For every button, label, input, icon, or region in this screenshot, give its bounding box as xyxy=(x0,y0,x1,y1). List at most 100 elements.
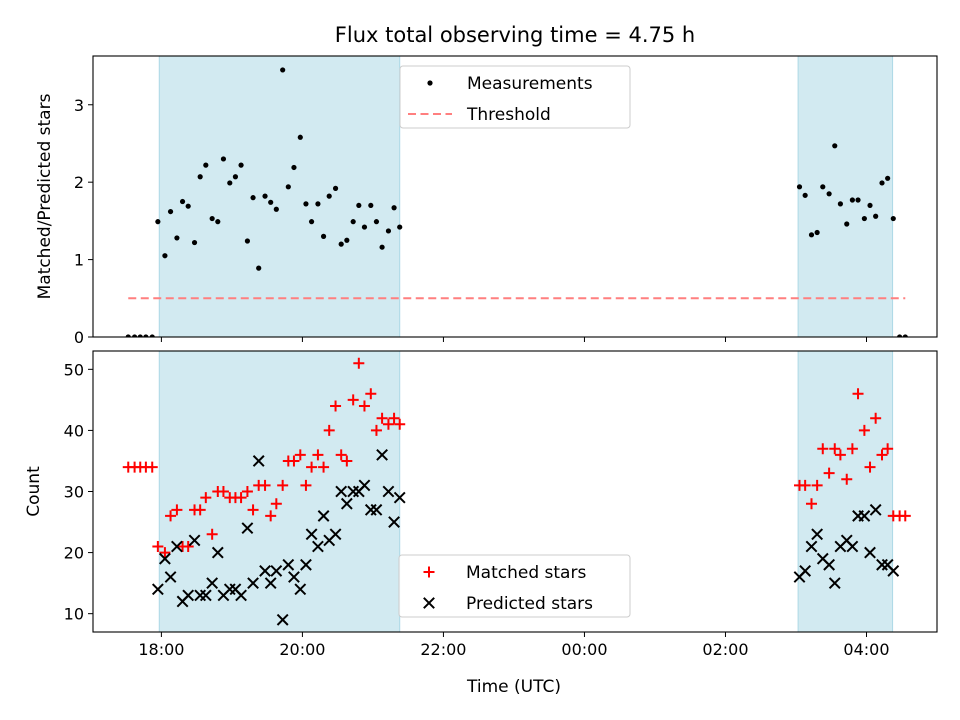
x-axis-label: Time (UTC) xyxy=(466,677,561,697)
data-point xyxy=(215,219,221,225)
data-point xyxy=(814,229,820,236)
data-point xyxy=(370,503,383,516)
data-point xyxy=(152,540,164,552)
data-point xyxy=(828,577,841,590)
data-point xyxy=(227,180,233,186)
data-point xyxy=(209,215,215,222)
data-point xyxy=(858,510,871,522)
legend-swatch xyxy=(423,597,435,609)
data-point xyxy=(335,485,348,498)
data-point xyxy=(347,394,359,406)
data-point xyxy=(197,174,203,180)
data-point xyxy=(206,577,219,590)
data-point xyxy=(873,213,879,219)
legend: Measurements Threshold xyxy=(399,65,631,129)
data-series xyxy=(122,357,911,626)
data-point xyxy=(849,197,855,203)
data-point xyxy=(861,215,867,222)
data-point xyxy=(270,498,282,510)
data-point xyxy=(241,522,254,535)
data-point xyxy=(823,558,836,571)
legend-swatch xyxy=(423,566,435,578)
data-point xyxy=(805,540,818,553)
data-point xyxy=(373,219,380,225)
data-point xyxy=(385,228,392,234)
data-point xyxy=(335,449,347,461)
data-point xyxy=(244,238,251,244)
data-point xyxy=(318,461,330,473)
data-point xyxy=(356,202,362,209)
data-point xyxy=(159,547,171,559)
data-point xyxy=(817,443,829,455)
legend-label: Matched stars xyxy=(466,563,586,583)
count-panel: 18:00 20:00 22:00 00:00 02:00 04:00 10 20 30 40 50… xyxy=(24,350,938,659)
data-point xyxy=(182,589,195,602)
data-point xyxy=(268,199,274,205)
legend: Matched stars Predicted stars xyxy=(398,554,631,618)
data-point xyxy=(280,67,286,73)
y-tick-label: 40 xyxy=(64,421,84,440)
data-point xyxy=(811,479,823,491)
data-point xyxy=(165,510,177,522)
data-point xyxy=(899,510,911,522)
data-point xyxy=(864,546,876,559)
data-point xyxy=(312,449,324,461)
data-point xyxy=(820,184,826,190)
data-point xyxy=(174,235,180,241)
data-point xyxy=(344,237,350,243)
data-point xyxy=(846,540,859,553)
data-point xyxy=(394,418,406,430)
data-point xyxy=(297,134,303,140)
legend-label: Measurements xyxy=(467,74,593,94)
data-point xyxy=(897,334,903,337)
data-point xyxy=(315,201,321,207)
data-point xyxy=(294,583,307,596)
data-point xyxy=(890,215,896,222)
data-point xyxy=(382,418,394,430)
data-point xyxy=(270,565,283,577)
data-point xyxy=(397,224,403,230)
legend-swatch xyxy=(427,80,433,86)
data-point xyxy=(323,424,335,436)
data-point xyxy=(137,334,143,337)
data-point xyxy=(217,486,229,497)
data-point xyxy=(887,565,900,577)
data-point xyxy=(259,479,271,491)
data-point xyxy=(211,546,224,559)
data-point xyxy=(876,449,888,461)
data-point xyxy=(247,504,259,516)
observing-interval xyxy=(158,55,401,338)
data-point xyxy=(188,534,201,547)
y-tick-label: 10 xyxy=(64,605,84,624)
data-point xyxy=(312,540,324,553)
data-point xyxy=(341,455,353,467)
data-point xyxy=(256,265,262,271)
data-series xyxy=(125,67,908,337)
data-point xyxy=(846,443,858,455)
data-point xyxy=(858,424,870,436)
legend-box xyxy=(399,65,631,129)
data-point xyxy=(326,193,332,199)
data-point xyxy=(330,400,342,412)
data-point xyxy=(805,498,817,510)
data-point xyxy=(300,558,312,571)
data-point xyxy=(796,184,803,190)
data-point xyxy=(829,443,841,455)
data-point xyxy=(143,334,149,337)
y-tick-label: 3 xyxy=(74,96,84,115)
data-point xyxy=(146,461,158,473)
chart-title: Flux total observing time = 4.75 h xyxy=(335,23,695,47)
x-tick-label: 18:00 xyxy=(138,640,184,659)
data-point xyxy=(852,388,864,400)
data-point xyxy=(171,504,183,516)
data-point xyxy=(317,510,330,522)
data-point xyxy=(811,528,824,541)
data-point xyxy=(391,205,397,211)
data-point xyxy=(802,192,808,198)
x-tick-label: 22:00 xyxy=(420,640,466,659)
data-point xyxy=(376,412,388,424)
data-point xyxy=(799,479,811,491)
data-point xyxy=(185,203,191,209)
data-point xyxy=(340,497,353,510)
